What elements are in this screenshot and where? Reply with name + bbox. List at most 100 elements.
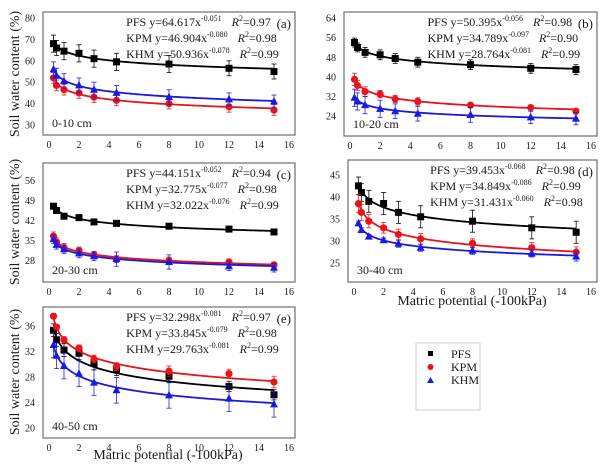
data-point-pfs bbox=[467, 61, 474, 69]
data-point-khm bbox=[354, 218, 363, 227]
legend-marker-khm bbox=[427, 377, 434, 383]
data-point-kpm bbox=[414, 97, 422, 106]
data-point-khm bbox=[270, 96, 278, 105]
data-point-khm bbox=[225, 94, 233, 103]
data-point-pfs bbox=[528, 224, 536, 232]
data-point-kpm bbox=[380, 224, 388, 232]
data-point-kpm bbox=[52, 323, 61, 331]
data-point-kpm bbox=[75, 344, 83, 352]
x-axis-label-d: Matric potential (-100kPa) bbox=[397, 294, 547, 309]
fit-curve-pfs bbox=[357, 184, 577, 230]
y-tick-label: 20 bbox=[25, 424, 35, 435]
data-point-pfs bbox=[113, 58, 120, 66]
y-tick-label: 35 bbox=[330, 215, 340, 226]
data-point-khm bbox=[75, 80, 83, 89]
data-point-khm bbox=[468, 246, 477, 254]
fit-curve-khm bbox=[52, 69, 275, 102]
x-tick-label: 12 bbox=[527, 287, 537, 298]
equation-pfs: PFS y=39.453x-0.068 R2=0.98 bbox=[430, 162, 575, 177]
data-point-khm bbox=[52, 71, 61, 79]
y-axis-label-c: Soil water content (%) bbox=[8, 158, 23, 285]
fit-curve-pfs bbox=[52, 41, 275, 70]
equation-kpm: KPM y=46.904x-0.080 R2=0.98 bbox=[126, 30, 277, 45]
x-tick-label: 6 bbox=[440, 287, 445, 298]
x-tick-label: 4 bbox=[107, 443, 112, 454]
data-point-kpm bbox=[225, 103, 233, 111]
equation-pfs: PFS y=64.617x-0.051 R2=0.97 bbox=[126, 14, 271, 29]
x-tick-label: 6 bbox=[438, 141, 443, 152]
data-point-pfs bbox=[354, 182, 362, 190]
x-tick-label: 14 bbox=[254, 140, 264, 151]
data-point-khm bbox=[364, 232, 373, 240]
y-tick-label: 45 bbox=[330, 170, 340, 181]
panel-label-b: (b) bbox=[578, 16, 593, 31]
data-point-pfs bbox=[60, 47, 68, 55]
x-tick-label: 8 bbox=[167, 287, 172, 298]
y-tick-label: 80 bbox=[25, 14, 35, 25]
equation-khm: KHM y=32.022x-0.076 R2=0.99 bbox=[126, 197, 279, 212]
fit-curve-kpm bbox=[52, 317, 275, 383]
equation-khm: KHM y=50.936x-0.078 R2=0.99 bbox=[126, 46, 279, 61]
data-point-khm bbox=[52, 240, 61, 248]
data-point-khm bbox=[571, 114, 580, 122]
x-axis-label-e: Matric potential (-100kPa) bbox=[93, 448, 243, 463]
data-point-khm bbox=[353, 96, 362, 105]
data-point-kpm bbox=[391, 95, 399, 103]
equation-kpm: KPM y=32.775x-0.077 R2=0.98 bbox=[126, 181, 277, 196]
data-point-pfs bbox=[225, 225, 233, 233]
y-tick-label: 40 bbox=[25, 99, 35, 110]
data-point-pfs bbox=[90, 359, 98, 367]
data-point-pfs bbox=[357, 189, 365, 196]
x-tick-label: 2 bbox=[77, 140, 82, 151]
equation-pfs: PFS y=32.298x-0.081 R2=0.97 bbox=[126, 309, 271, 324]
x-tick-label: 14 bbox=[254, 287, 264, 298]
equation-khm: KHM y=28.764x-0.081 R2=0.99 bbox=[427, 46, 580, 61]
data-point-khm bbox=[413, 109, 422, 117]
data-point-pfs bbox=[75, 214, 83, 222]
y-tick-label: 32 bbox=[326, 92, 336, 103]
x-tick-label: 10 bbox=[194, 287, 204, 298]
data-point-khm bbox=[112, 385, 121, 394]
y-tick-label: 36 bbox=[25, 321, 35, 332]
data-point-pfs bbox=[527, 64, 535, 72]
data-point-khm bbox=[49, 340, 58, 348]
data-point-khm bbox=[394, 239, 403, 247]
data-point-pfs bbox=[50, 202, 57, 210]
data-point-khm bbox=[270, 399, 278, 408]
equation-kpm: KPM y=34.849x-0.086 R2=0.99 bbox=[430, 178, 581, 193]
x-tick-label: 6 bbox=[137, 443, 142, 454]
panel-label-a: (a) bbox=[277, 16, 291, 31]
data-point-khm bbox=[165, 92, 173, 101]
x-tick-label: 10 bbox=[497, 287, 507, 298]
x-tick-label: 2 bbox=[77, 287, 82, 298]
data-point-pfs bbox=[225, 64, 233, 72]
data-point-pfs bbox=[75, 49, 83, 57]
y-tick-label: 60 bbox=[25, 56, 35, 67]
data-point-pfs bbox=[60, 346, 68, 354]
data-point-khm bbox=[572, 252, 581, 260]
data-point-khm bbox=[376, 104, 385, 112]
fit-curve-khm bbox=[52, 345, 275, 404]
data-point-kpm bbox=[49, 312, 58, 320]
data-point-kpm bbox=[417, 235, 425, 243]
legend-label-kpm: KPM bbox=[451, 360, 477, 374]
data-point-khm bbox=[52, 351, 61, 359]
x-tick-label: 6 bbox=[137, 140, 142, 151]
x-tick-label: 4 bbox=[411, 287, 416, 298]
y-tick-label: 28 bbox=[25, 256, 35, 267]
data-point-khm bbox=[165, 390, 173, 399]
x-tick-label: 10 bbox=[194, 140, 204, 151]
y-axis-label-a: Soil water content (%) bbox=[8, 10, 23, 137]
equation-pfs: PFS y=50.395x-0.056 R2=0.98 bbox=[427, 14, 572, 29]
y-tick-label: 50 bbox=[25, 78, 35, 89]
data-point-kpm bbox=[361, 88, 369, 96]
y-tick-label: 40 bbox=[330, 192, 340, 203]
data-point-khm bbox=[527, 248, 536, 257]
data-point-khm bbox=[49, 64, 58, 73]
data-point-pfs bbox=[75, 349, 83, 357]
x-tick-label: 16 bbox=[586, 141, 596, 152]
fit-curve-khm bbox=[353, 96, 576, 120]
data-point-pfs bbox=[113, 219, 120, 227]
